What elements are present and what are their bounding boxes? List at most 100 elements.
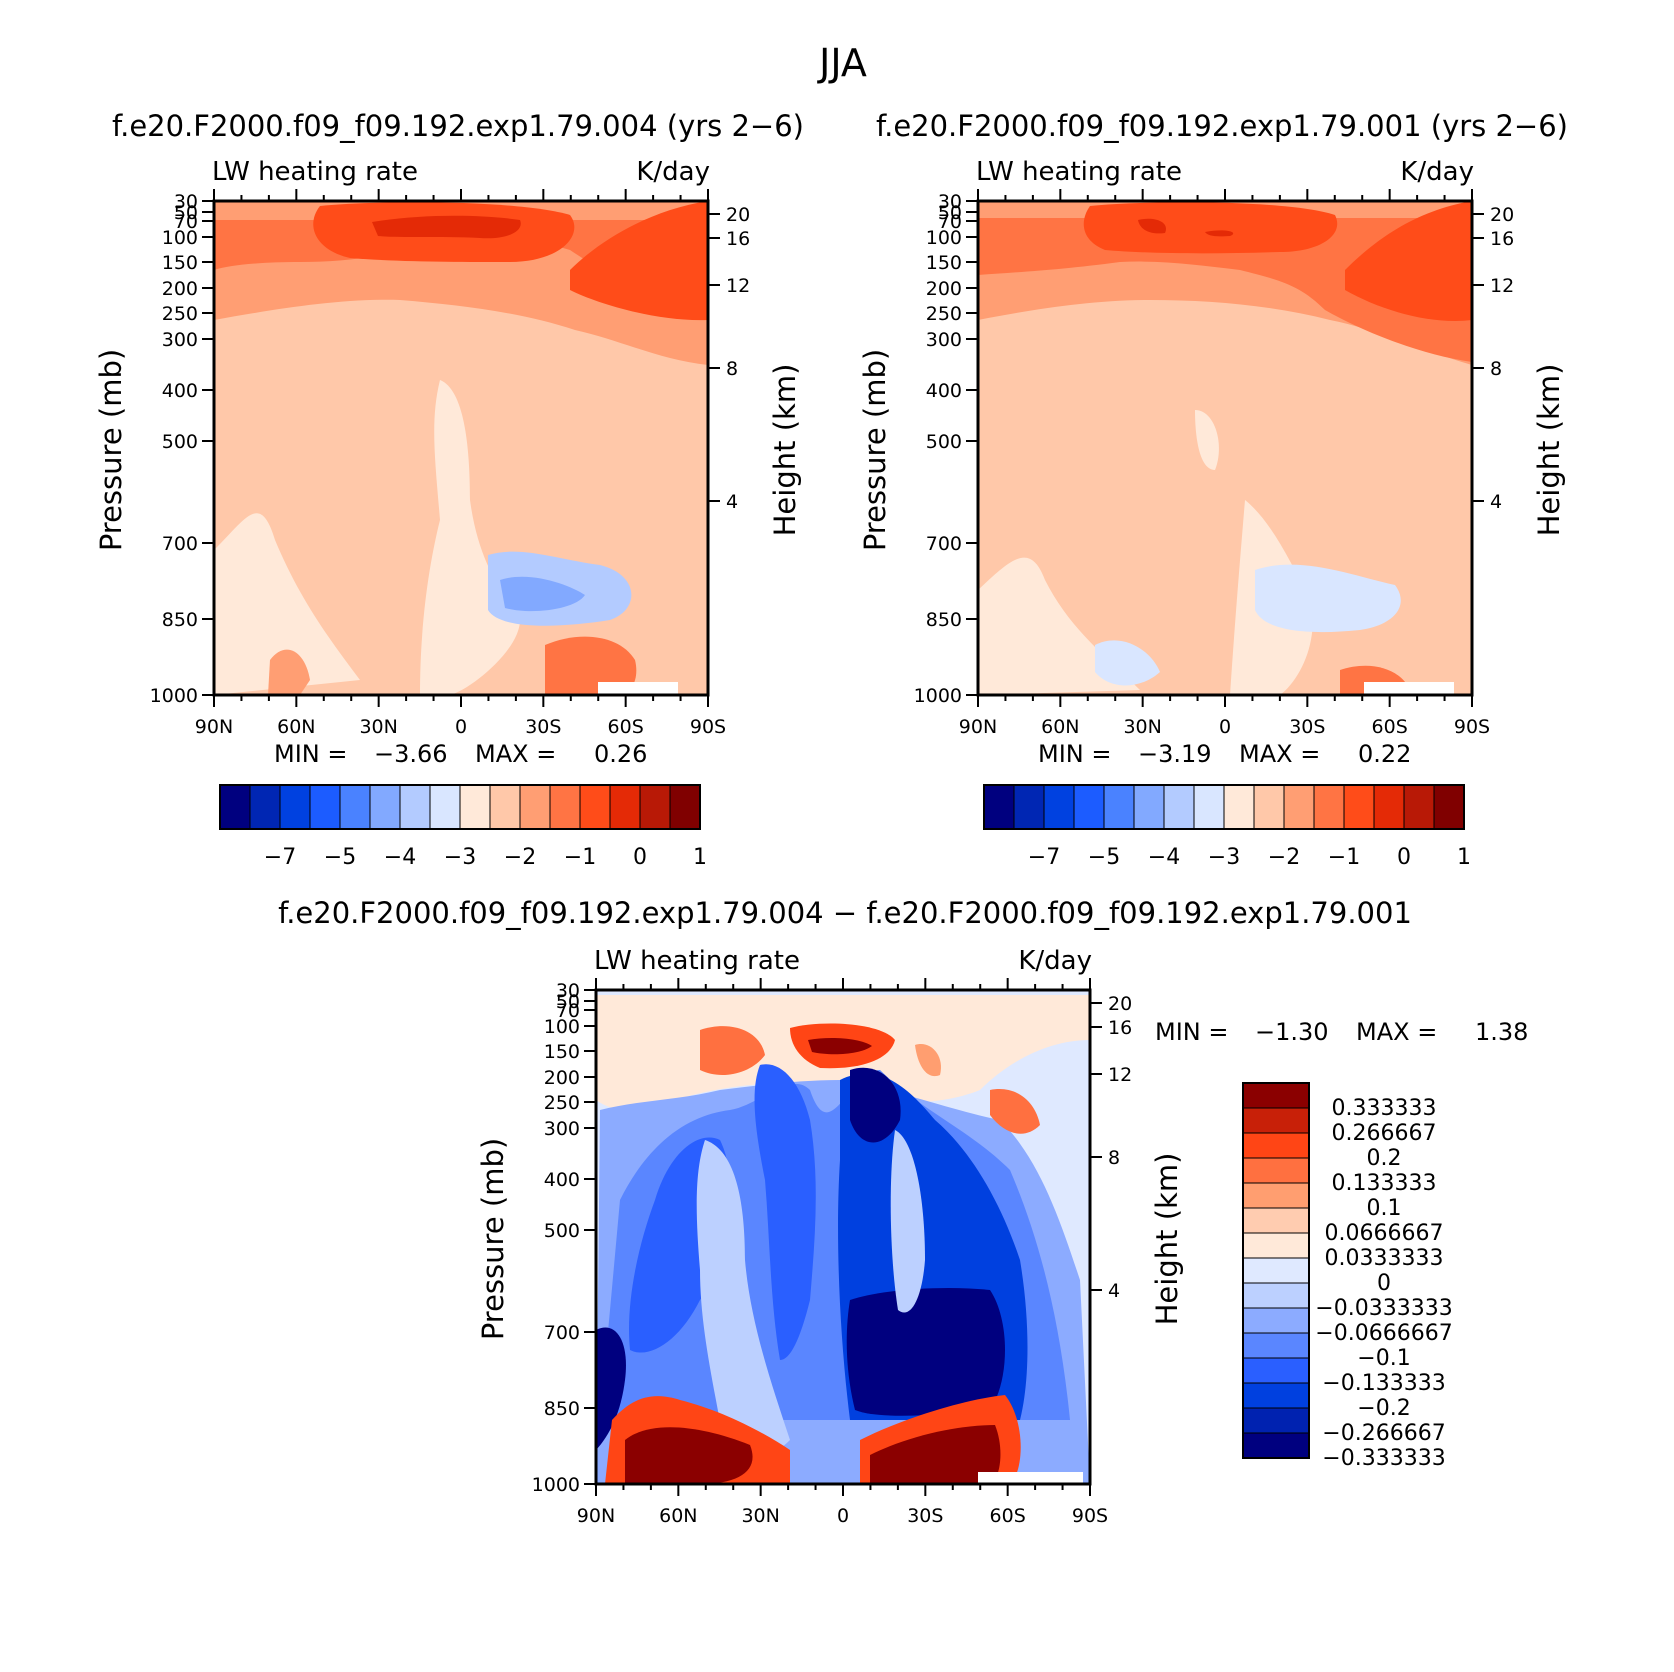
x-tick-label: 0 xyxy=(1219,716,1231,738)
colorbar-frame xyxy=(219,784,701,830)
colorbar-swatch xyxy=(1242,1107,1310,1134)
colorbar-label: −3 xyxy=(1208,845,1240,870)
y-tick-label: 200 xyxy=(926,278,962,300)
panel-a-subtitle: f.e20.F2000.f09_f09.192.exp1.79.004 (yrs… xyxy=(112,109,804,143)
panel-b-max-label: MAX = xyxy=(1239,740,1320,768)
colorbar-swatch xyxy=(1242,1232,1310,1259)
x-tick-label: 90S xyxy=(1072,1505,1108,1527)
panel-b-y2-axis-label: Height (km) xyxy=(1532,364,1566,537)
panel-c-contour-central-deep xyxy=(754,1064,816,1360)
colorbar-swatch xyxy=(369,784,401,830)
y-tick-label: 1000 xyxy=(532,1474,580,1496)
y-tick-label: 1000 xyxy=(150,685,198,707)
colorbar-swatch xyxy=(1283,784,1315,830)
x-tick-label: 30N xyxy=(1123,716,1161,738)
height-tick-label: 4 xyxy=(1490,491,1502,513)
colorbar-swatch xyxy=(279,784,311,830)
colorbar-swatch xyxy=(1133,784,1165,830)
panel-c-min-label: MIN = xyxy=(1155,1018,1228,1046)
panel-b-max-value: 0.22 xyxy=(1358,740,1411,768)
panel-b-subtitle: f.e20.F2000.f09_f09.192.exp1.79.001 (yrs… xyxy=(876,109,1568,143)
panel-c-max-label: MAX = xyxy=(1356,1018,1437,1046)
colorbar-swatch xyxy=(669,784,701,830)
panel-a-contour-core-peak xyxy=(372,215,521,239)
y-tick-label: 50 xyxy=(556,991,580,1013)
y-tick-label: 200 xyxy=(544,1067,580,1089)
colorbar-swatch xyxy=(579,784,611,830)
y-tick-label: 850 xyxy=(162,609,198,631)
y-tick-label: 1000 xyxy=(914,685,962,707)
y-tick-label: 500 xyxy=(544,1220,580,1242)
colorbar-label: −0.2 xyxy=(1357,1396,1410,1421)
x-tick-label: 90N xyxy=(577,1505,615,1527)
panel-c-contour-right-light-column xyxy=(890,1130,925,1313)
y-tick-label: 30 xyxy=(938,191,962,213)
colorbar-swatch xyxy=(219,784,251,830)
colorbar-swatch xyxy=(1013,784,1045,830)
panel-c-contour-upper-warm-mid xyxy=(915,1044,941,1077)
panel-a-min-value: −3.66 xyxy=(374,740,448,768)
panel-a-contour-lower-left-light xyxy=(214,513,360,695)
colorbar-swatch xyxy=(489,784,521,830)
colorbar-swatch xyxy=(1433,784,1465,830)
x-tick-label: 60S xyxy=(1372,716,1408,738)
colorbar-swatch xyxy=(1193,784,1225,830)
y-tick-label: 100 xyxy=(162,227,198,249)
colorbar-swatch xyxy=(549,784,581,830)
colorbar-swatch xyxy=(1343,784,1375,830)
colorbar-swatch xyxy=(339,784,371,830)
colorbar-swatch xyxy=(1242,1257,1310,1284)
colorbar-swatch xyxy=(1223,784,1255,830)
colorbar-label: −1 xyxy=(1328,845,1360,870)
y-tick-label: 850 xyxy=(926,609,962,631)
colorbar-label: −3 xyxy=(444,845,476,870)
x-tick-label: 30S xyxy=(907,1505,943,1527)
x-tick-label: 30N xyxy=(741,1505,779,1527)
height-tick-label: 12 xyxy=(726,275,750,297)
colorbar-frame xyxy=(983,784,1465,830)
panel-b-colorbar: −7 −5 −4 −3 −2 −1 0 1 xyxy=(983,784,1471,870)
colorbar-swatch xyxy=(399,784,431,830)
y-tick-label: 70 xyxy=(938,211,962,233)
y-tick-label: 400 xyxy=(544,1169,580,1191)
panel-b-axis-ticks xyxy=(966,189,1484,707)
panel-c-contour-upper-warm-peak xyxy=(808,1038,872,1055)
colorbar-label: −0.0333333 xyxy=(1315,1296,1452,1321)
panel-c-y-axis-label: Pressure (mb) xyxy=(476,1138,510,1340)
y-tick-label: 250 xyxy=(162,303,198,325)
x-tick-label: 90S xyxy=(690,716,726,738)
panel-c-min-value: −1.30 xyxy=(1255,1018,1329,1046)
height-tick-label: 16 xyxy=(1490,228,1514,250)
height-tick-label: 16 xyxy=(1108,1017,1132,1039)
panel-a-min-label: MIN = xyxy=(274,740,347,768)
colorbar-label: −0.1 xyxy=(1357,1346,1410,1371)
panel-b-contour-warm-right xyxy=(1345,201,1472,321)
colorbar-swatch xyxy=(1043,784,1075,830)
colorbar-swatch xyxy=(1242,1382,1310,1409)
panel-c-max-value: 1.38 xyxy=(1475,1018,1528,1046)
y-tick-label: 250 xyxy=(926,303,962,325)
colorbar-label: 1 xyxy=(1457,845,1471,870)
colorbar-swatch xyxy=(1253,784,1285,830)
panel-c-contour-central-light xyxy=(696,1140,790,1461)
colorbar-label: −4 xyxy=(1148,845,1180,870)
panel-c-contour-surface-warm-left-core xyxy=(625,1427,753,1484)
panel-b-right-title: K/day xyxy=(1400,157,1474,187)
colorbar-swatch xyxy=(1242,1207,1310,1234)
y-tick-label: 400 xyxy=(162,380,198,402)
colorbar-swatch xyxy=(1103,784,1135,830)
panel-a-max-value: 0.26 xyxy=(594,740,647,768)
colorbar-swatch xyxy=(309,784,341,830)
colorbar-swatch xyxy=(1242,1307,1310,1334)
panel-b-contour-warm-cap xyxy=(1083,202,1338,254)
y-tick-label: 150 xyxy=(544,1041,580,1063)
x-tick-label: 30S xyxy=(525,716,561,738)
figure-title: JJA xyxy=(817,41,867,85)
panel-a-contour-surface-left-warm xyxy=(268,649,310,695)
colorbar-label: 0.266667 xyxy=(1332,1121,1437,1146)
colorbar-swatch xyxy=(1242,1357,1310,1384)
colorbar-swatch xyxy=(1242,1182,1310,1209)
panel-b-min-value: −3.19 xyxy=(1138,740,1212,768)
y-tick-label: 500 xyxy=(926,431,962,453)
colorbar-label: −4 xyxy=(384,845,416,870)
